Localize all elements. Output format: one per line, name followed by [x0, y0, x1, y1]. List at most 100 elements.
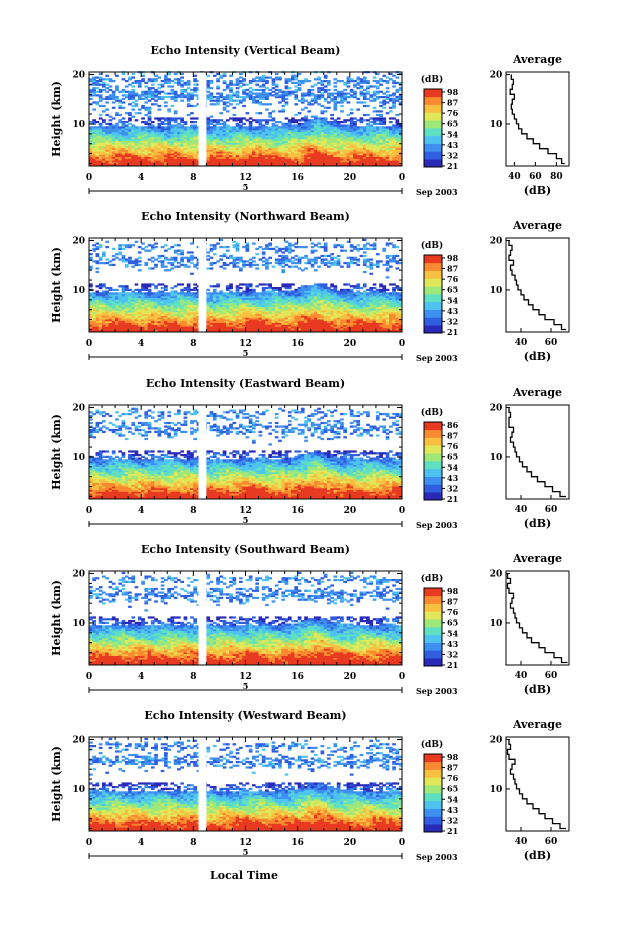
heatmap-cell	[310, 153, 315, 156]
heatmap-cell	[366, 97, 370, 100]
heatmap-cell	[281, 124, 286, 127]
heatmap-cell	[385, 126, 390, 129]
heatmap-cell	[255, 154, 259, 157]
heatmap-cell	[343, 119, 347, 122]
heatmap-cell	[245, 83, 250, 86]
heatmap-cell	[216, 137, 220, 140]
heatmap-cell	[193, 94, 197, 97]
heatmap-cell	[225, 163, 230, 166]
heatmap-cell	[242, 153, 246, 156]
heatmap-cell	[291, 154, 295, 157]
heatmap-cell	[229, 262, 233, 265]
heatmap-cell	[128, 256, 132, 259]
heatmap-cell	[173, 128, 178, 131]
heatmap-cell	[128, 129, 132, 133]
heatmap-cell	[349, 94, 354, 97]
heatmap-cell	[164, 92, 168, 95]
heatmap-cell	[167, 258, 171, 261]
heatmap-cell	[157, 137, 162, 140]
heatmap-cell	[294, 85, 299, 88]
heatmap-cell	[268, 137, 272, 140]
heatmap-cell	[196, 96, 201, 99]
heatmap-cell	[307, 94, 312, 97]
heatmap-cell	[209, 262, 214, 265]
heatmap-cell	[255, 80, 259, 83]
heatmap-cell	[115, 126, 119, 129]
heatmap-cell	[300, 97, 305, 100]
heatmap-cell	[147, 144, 152, 147]
heatmap-cell	[164, 142, 168, 145]
x-tick-label: 0	[399, 173, 405, 183]
heatmap-cell	[287, 145, 292, 149]
heatmap-cell	[261, 92, 266, 95]
heatmap-cell	[150, 133, 155, 136]
heatmap-cell	[304, 133, 308, 136]
heatmap-cell	[196, 83, 201, 86]
heatmap-cell	[124, 258, 129, 261]
heatmap-cell	[229, 160, 233, 163]
heatmap-cell	[144, 246, 149, 249]
heatmap-cell	[95, 131, 100, 134]
heatmap-cell	[131, 90, 136, 93]
heatmap-cell	[115, 145, 119, 149]
heatmap-cell	[209, 153, 214, 156]
heatmap-cell	[144, 85, 149, 88]
heatmap-cell	[255, 147, 259, 150]
heatmap-cell	[294, 121, 299, 124]
heatmap-cell	[287, 149, 292, 152]
heatmap-cell	[206, 140, 211, 143]
heatmap-cell	[281, 90, 286, 93]
heatmap-cell	[137, 81, 142, 84]
heatmap-cell	[131, 101, 136, 104]
heatmap-cell	[265, 147, 269, 150]
heatmap-cell	[190, 254, 194, 258]
heatmap-cell	[392, 74, 396, 77]
heatmap-cell	[268, 145, 272, 149]
heatmap-cell	[323, 97, 328, 100]
heatmap-cell	[235, 142, 240, 145]
heatmap-cell	[372, 90, 377, 93]
heatmap-cell	[183, 144, 188, 147]
heatmap-cell	[141, 128, 145, 131]
heatmap-cell	[242, 160, 246, 163]
heatmap-cell	[124, 140, 129, 143]
heatmap-cell	[255, 158, 259, 161]
heatmap-cell	[300, 142, 305, 145]
heatmap-cell	[372, 80, 377, 83]
heatmap-cell	[219, 99, 224, 102]
heatmap-cell	[229, 151, 233, 154]
heatmap-cell	[121, 142, 126, 145]
heatmap-cell	[102, 140, 106, 143]
heatmap-cell	[300, 138, 305, 141]
heatmap-cell	[235, 126, 240, 129]
heatmap-cell	[317, 117, 321, 120]
heatmap-cell	[219, 74, 224, 77]
heatmap-cell	[134, 103, 139, 106]
heatmap-cell	[154, 103, 158, 106]
heatmap-cell	[170, 138, 175, 141]
heatmap-cell	[284, 133, 289, 136]
heatmap-cell	[173, 158, 178, 161]
heatmap-cell	[150, 147, 155, 150]
heatmap-cell	[222, 101, 227, 104]
heatmap-cell	[115, 160, 119, 163]
heatmap-cell	[222, 140, 227, 143]
heatmap-cell	[160, 290, 165, 293]
heatmap-cell	[287, 131, 292, 134]
heatmap-cell	[274, 135, 279, 138]
heatmap-cell	[268, 149, 272, 152]
heatmap-cell	[89, 97, 93, 100]
heatmap-cell	[268, 129, 272, 133]
heatmap-cell	[131, 135, 136, 138]
heatmap-cell	[310, 124, 315, 127]
heatmap-cell	[170, 145, 175, 149]
heatmap-cell	[108, 156, 113, 159]
heatmap-cell	[278, 138, 282, 141]
heatmap-cell	[209, 292, 214, 295]
panel-1: Echo Intensity (Northward Beam)2010Heigh…	[50, 210, 570, 363]
heatmap-cell	[287, 135, 292, 138]
heatmap-cell	[317, 153, 321, 156]
heatmap-cell	[144, 147, 149, 150]
heatmap-cell	[294, 97, 299, 100]
heatmap-cell	[89, 253, 93, 256]
